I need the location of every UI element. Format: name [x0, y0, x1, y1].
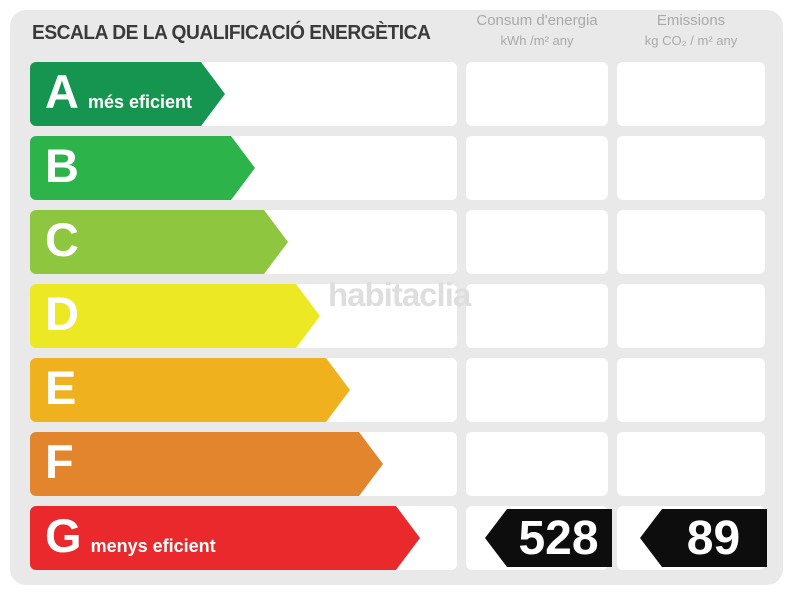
emissions-cell	[617, 210, 765, 274]
rating-arrow-b: B	[30, 136, 255, 200]
consum-header-units: kWh /m² any	[500, 32, 574, 48]
rating-row-b: B	[0, 136, 793, 200]
emissions-value-badge: 89	[640, 509, 767, 567]
rating-row-e: E	[0, 358, 793, 422]
consum-cell	[466, 358, 608, 422]
rating-letter: F	[45, 435, 74, 488]
emissions-cell	[617, 62, 765, 126]
emissions-cell	[617, 136, 765, 200]
rating-row-a: A més eficient	[0, 62, 793, 126]
rating-letter: C	[45, 213, 79, 266]
rating-row-g: G menys eficient 528 89	[0, 506, 793, 570]
efficiency-label: més eficient	[87, 91, 192, 112]
column-header-consum: Consum d'energia kWh /m² any	[466, 10, 608, 51]
rating-letter: B	[45, 139, 79, 192]
efficiency-label: menys eficient	[90, 535, 216, 556]
consum-cell	[466, 62, 608, 126]
consum-cell	[466, 210, 608, 274]
emissions-cell	[617, 432, 765, 496]
rating-arrow-c: C	[30, 210, 288, 274]
rating-row-c: C	[0, 210, 793, 274]
emissions-header-units: kg CO₂ / m² any	[644, 32, 738, 48]
consum-cell	[466, 136, 608, 200]
rating-arrow-f: F	[30, 432, 383, 496]
rating-row-d: D	[0, 284, 793, 348]
rating-letter: E	[45, 361, 77, 414]
emissions-cell	[617, 284, 765, 348]
rating-row-f: F	[0, 432, 793, 496]
rating-arrow-e: E	[30, 358, 350, 422]
consum-value: 528	[518, 511, 599, 565]
consum-cell	[466, 432, 608, 496]
page-title: ESCALA DE LA QUALIFICACIÓ ENERGÈTICA	[32, 22, 431, 44]
column-header-emissions: Emissions kg CO₂ / m² any	[617, 10, 765, 51]
rating-arrow-a: A més eficient	[30, 62, 225, 126]
emissions-cell	[617, 358, 765, 422]
consum-cell	[466, 284, 608, 348]
rating-arrow-d: D	[30, 284, 320, 348]
rating-letter: G	[45, 509, 82, 562]
emissions-header-line1: Emissions	[656, 12, 726, 29]
emissions-value: 89	[686, 511, 741, 565]
consum-value-badge: 528	[485, 509, 612, 567]
rating-letter: D	[45, 287, 79, 340]
consum-header-line1: Consum d'energia	[476, 12, 598, 29]
rating-letter: A	[45, 65, 79, 118]
rating-arrow-g: G menys eficient	[30, 506, 420, 570]
